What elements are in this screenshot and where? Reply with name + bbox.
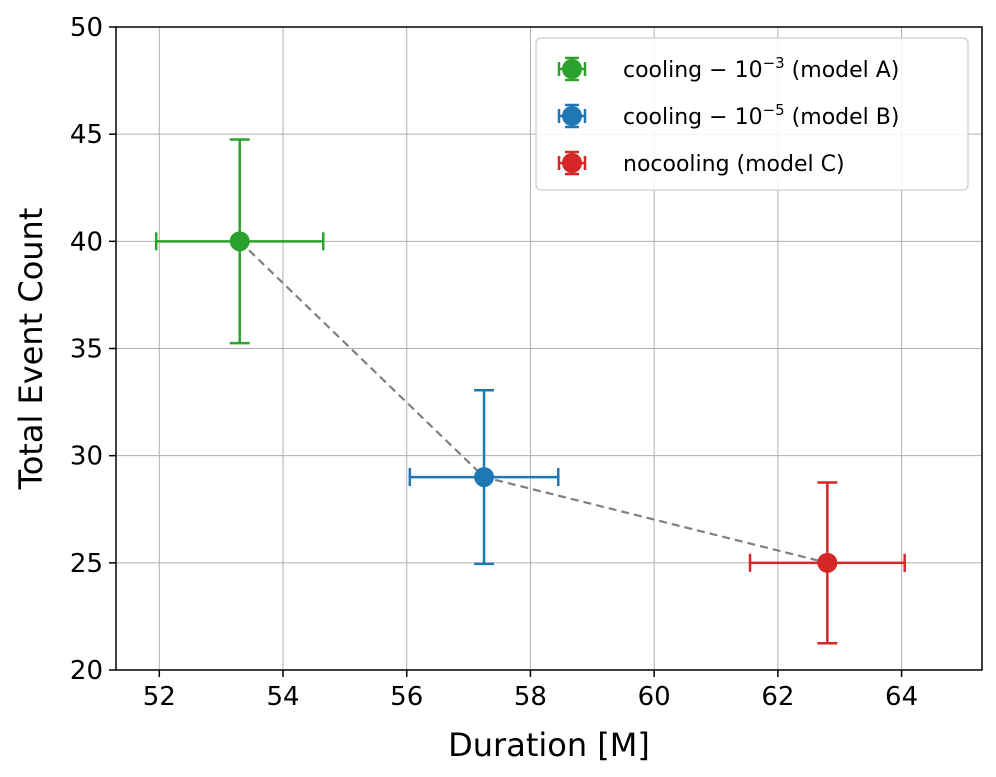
connector-polyline (238, 240, 828, 564)
legend-marker (562, 59, 582, 79)
connector-line (238, 240, 828, 564)
data-point (474, 467, 495, 488)
legend-item: nocooling (model C) (557, 150, 845, 177)
legend-item: cooling − 10−3 (model A) (557, 54, 899, 83)
x-tick-label: 56 (390, 682, 423, 712)
x-tick-label: 64 (885, 682, 918, 712)
y-tick-label: 35 (70, 335, 103, 365)
y-axis-ticks: 20 25 30 35 40 45 50 (70, 13, 116, 686)
legend-label: nocooling (model C) (623, 152, 845, 177)
x-tick-label: 54 (266, 682, 299, 712)
series-group (154, 138, 906, 645)
series-2 (748, 481, 906, 645)
x-axis-ticks: 52 54 56 58 60 62 64 (143, 670, 918, 712)
series-1 (408, 389, 560, 566)
x-tick-label: 60 (638, 682, 671, 712)
x-tick-label: 58 (514, 682, 547, 712)
y-tick-label: 20 (70, 656, 103, 686)
legend: cooling − 10−3 (model A) cooling − 10−5 (… (535, 37, 969, 191)
x-tick-label: 62 (761, 682, 794, 712)
y-tick-label: 25 (70, 549, 103, 579)
series-0 (154, 138, 325, 345)
data-point (817, 552, 838, 573)
y-tick-label: 40 (70, 227, 103, 257)
y-axis-label: Total Event Count (12, 208, 50, 491)
legend-label: cooling − 10−5 (model B) (623, 101, 899, 130)
legend-label: cooling − 10−3 (model A) (623, 54, 899, 83)
data-point (229, 231, 250, 252)
y-tick-label: 45 (70, 120, 103, 150)
x-axis-label: Duration [M] (448, 726, 650, 764)
y-tick-label: 30 (70, 442, 103, 472)
x-tick-label: 52 (143, 682, 176, 712)
y-tick-label: 50 (70, 13, 103, 43)
legend-marker (562, 153, 582, 173)
legend-box (535, 37, 969, 191)
legend-item: cooling − 10−5 (model B) (557, 101, 899, 130)
legend-marker (562, 106, 582, 126)
